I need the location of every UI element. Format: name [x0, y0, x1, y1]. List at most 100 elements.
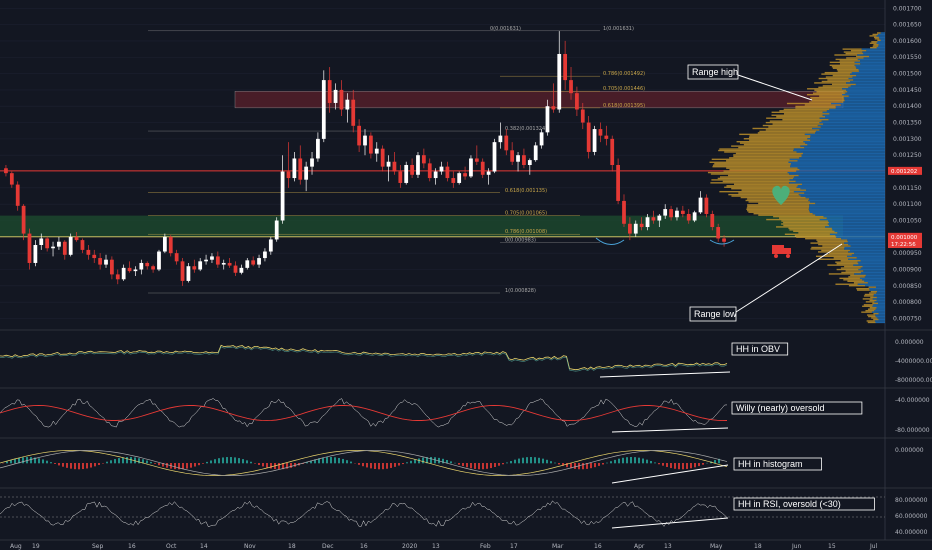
volume-profile-bar: [810, 136, 885, 138]
macd-histogram-bar: [54, 463, 56, 464]
volume-profile-bar: [748, 136, 811, 138]
candle-body: [204, 259, 208, 262]
volume-profile-bar: [828, 221, 885, 224]
volume-profile-bar: [711, 179, 790, 181]
volume-profile-bar: [810, 96, 844, 99]
candle-body: [498, 135, 503, 143]
candle-body: [657, 215, 662, 221]
volume-profile-bar: [757, 132, 816, 134]
candle-body: [633, 223, 638, 234]
truck-icon: [774, 254, 778, 258]
candle-body: [651, 217, 656, 221]
macd-histogram-bar: [94, 463, 96, 467]
macd-histogram-bar: [566, 463, 568, 468]
volume-profile-bar: [850, 49, 867, 52]
macd-histogram-bar: [634, 457, 636, 464]
time-tick-label: 2020: [402, 543, 417, 550]
candle-body: [316, 138, 320, 159]
volume-profile-bar: [809, 201, 885, 203]
volume-profile-bar: [815, 202, 885, 205]
volume-profile-bar: [809, 204, 885, 206]
volume-profile-bar: [798, 232, 838, 234]
volume-profile-bar: [800, 195, 885, 197]
volume-profile-bar: [840, 260, 861, 262]
candle-body: [539, 132, 544, 146]
volume-profile-bar: [845, 52, 864, 55]
macd-histogram-bar: [542, 458, 544, 464]
candle-body: [157, 251, 161, 270]
macd-histogram-bar: [202, 463, 204, 464]
candle-body: [551, 106, 556, 110]
volume-profile-bar: [835, 235, 885, 237]
volume-profile-bar: [806, 189, 885, 191]
volume-profile-bar: [878, 33, 885, 36]
volume-profile-bar: [729, 168, 800, 171]
volume-profile-bar: [825, 76, 853, 78]
candle-body: [62, 241, 67, 255]
volume-profile-bar: [801, 155, 885, 158]
time-tick-label: 19: [32, 543, 40, 550]
candle-body: [162, 236, 167, 252]
macd-histogram-bar: [178, 463, 180, 470]
volume-profile-bar: [873, 44, 879, 46]
volume-profile-bar: [860, 60, 885, 62]
macd-histogram-bar: [290, 463, 292, 468]
volume-profile-bar: [810, 248, 845, 250]
candle-body: [374, 148, 379, 154]
macd-histogram-bar: [506, 462, 508, 464]
annotations: Range high Range low: [595, 64, 843, 322]
candle-body: [439, 166, 444, 172]
macd-histogram-bar: [250, 461, 252, 464]
range-high-arrow: [737, 74, 813, 101]
candle-body: [233, 265, 238, 273]
macd-histogram-bar: [58, 463, 60, 466]
fib-level-label: 0.705(0.001446): [603, 86, 645, 92]
volume-profile-bar: [860, 260, 885, 262]
candle-body: [686, 213, 691, 221]
volume-profile-bar: [825, 226, 885, 228]
candle-body: [274, 220, 279, 240]
volume-profile-bar: [812, 92, 846, 94]
volume-profile-bar: [735, 152, 803, 155]
candle-body: [504, 135, 509, 151]
macd-histogram-bar: [62, 463, 64, 467]
volume-profile-bar: [832, 229, 885, 231]
volume-profile-bar: [858, 69, 885, 71]
volume-profile-bar: [712, 164, 791, 166]
volume-profile-bar: [810, 135, 885, 137]
volume-profile-bar: [848, 86, 885, 89]
macd-histogram-bar: [594, 463, 596, 468]
volume-profile-bar: [847, 255, 885, 258]
volume-profile-bar: [773, 215, 824, 218]
volume-profile-bar: [831, 102, 885, 105]
time-tick-label: Nov: [244, 543, 256, 550]
volume-profile-bar: [818, 251, 849, 253]
time-tick-label: Oct: [166, 543, 177, 550]
volume-profile-bar: [827, 264, 854, 266]
volume-profile-bar: [854, 61, 885, 64]
macd-histogram-bar: [258, 463, 260, 466]
macd-histogram-bar: [662, 463, 664, 466]
candle-body: [421, 155, 426, 164]
volume-profile-bar: [850, 274, 866, 277]
volume-profile-bar: [875, 315, 885, 318]
volume-profile-bar: [731, 145, 801, 147]
macd-histogram-bar: [194, 463, 196, 467]
indicator-label: Willy (nearly) oversold: [736, 403, 825, 413]
volume-profile-bar: [794, 235, 836, 237]
candle-body: [522, 155, 526, 165]
volume-profile-bar: [844, 248, 885, 250]
volume-profile-bar: [876, 35, 885, 37]
volume-profile-bar: [789, 179, 885, 181]
macd-histogram-bar: [22, 457, 24, 464]
volume-profile-bar: [841, 237, 885, 240]
volume-profile-bar: [857, 283, 885, 285]
volume-profile-bar: [800, 145, 885, 147]
candle-body: [533, 145, 538, 161]
volume-profile-bar: [724, 151, 797, 153]
volume-profile-bar: [712, 165, 791, 168]
macd-histogram-bar: [674, 463, 676, 469]
macd-histogram-bar: [530, 457, 532, 464]
volume-profile-bar: [871, 317, 878, 319]
